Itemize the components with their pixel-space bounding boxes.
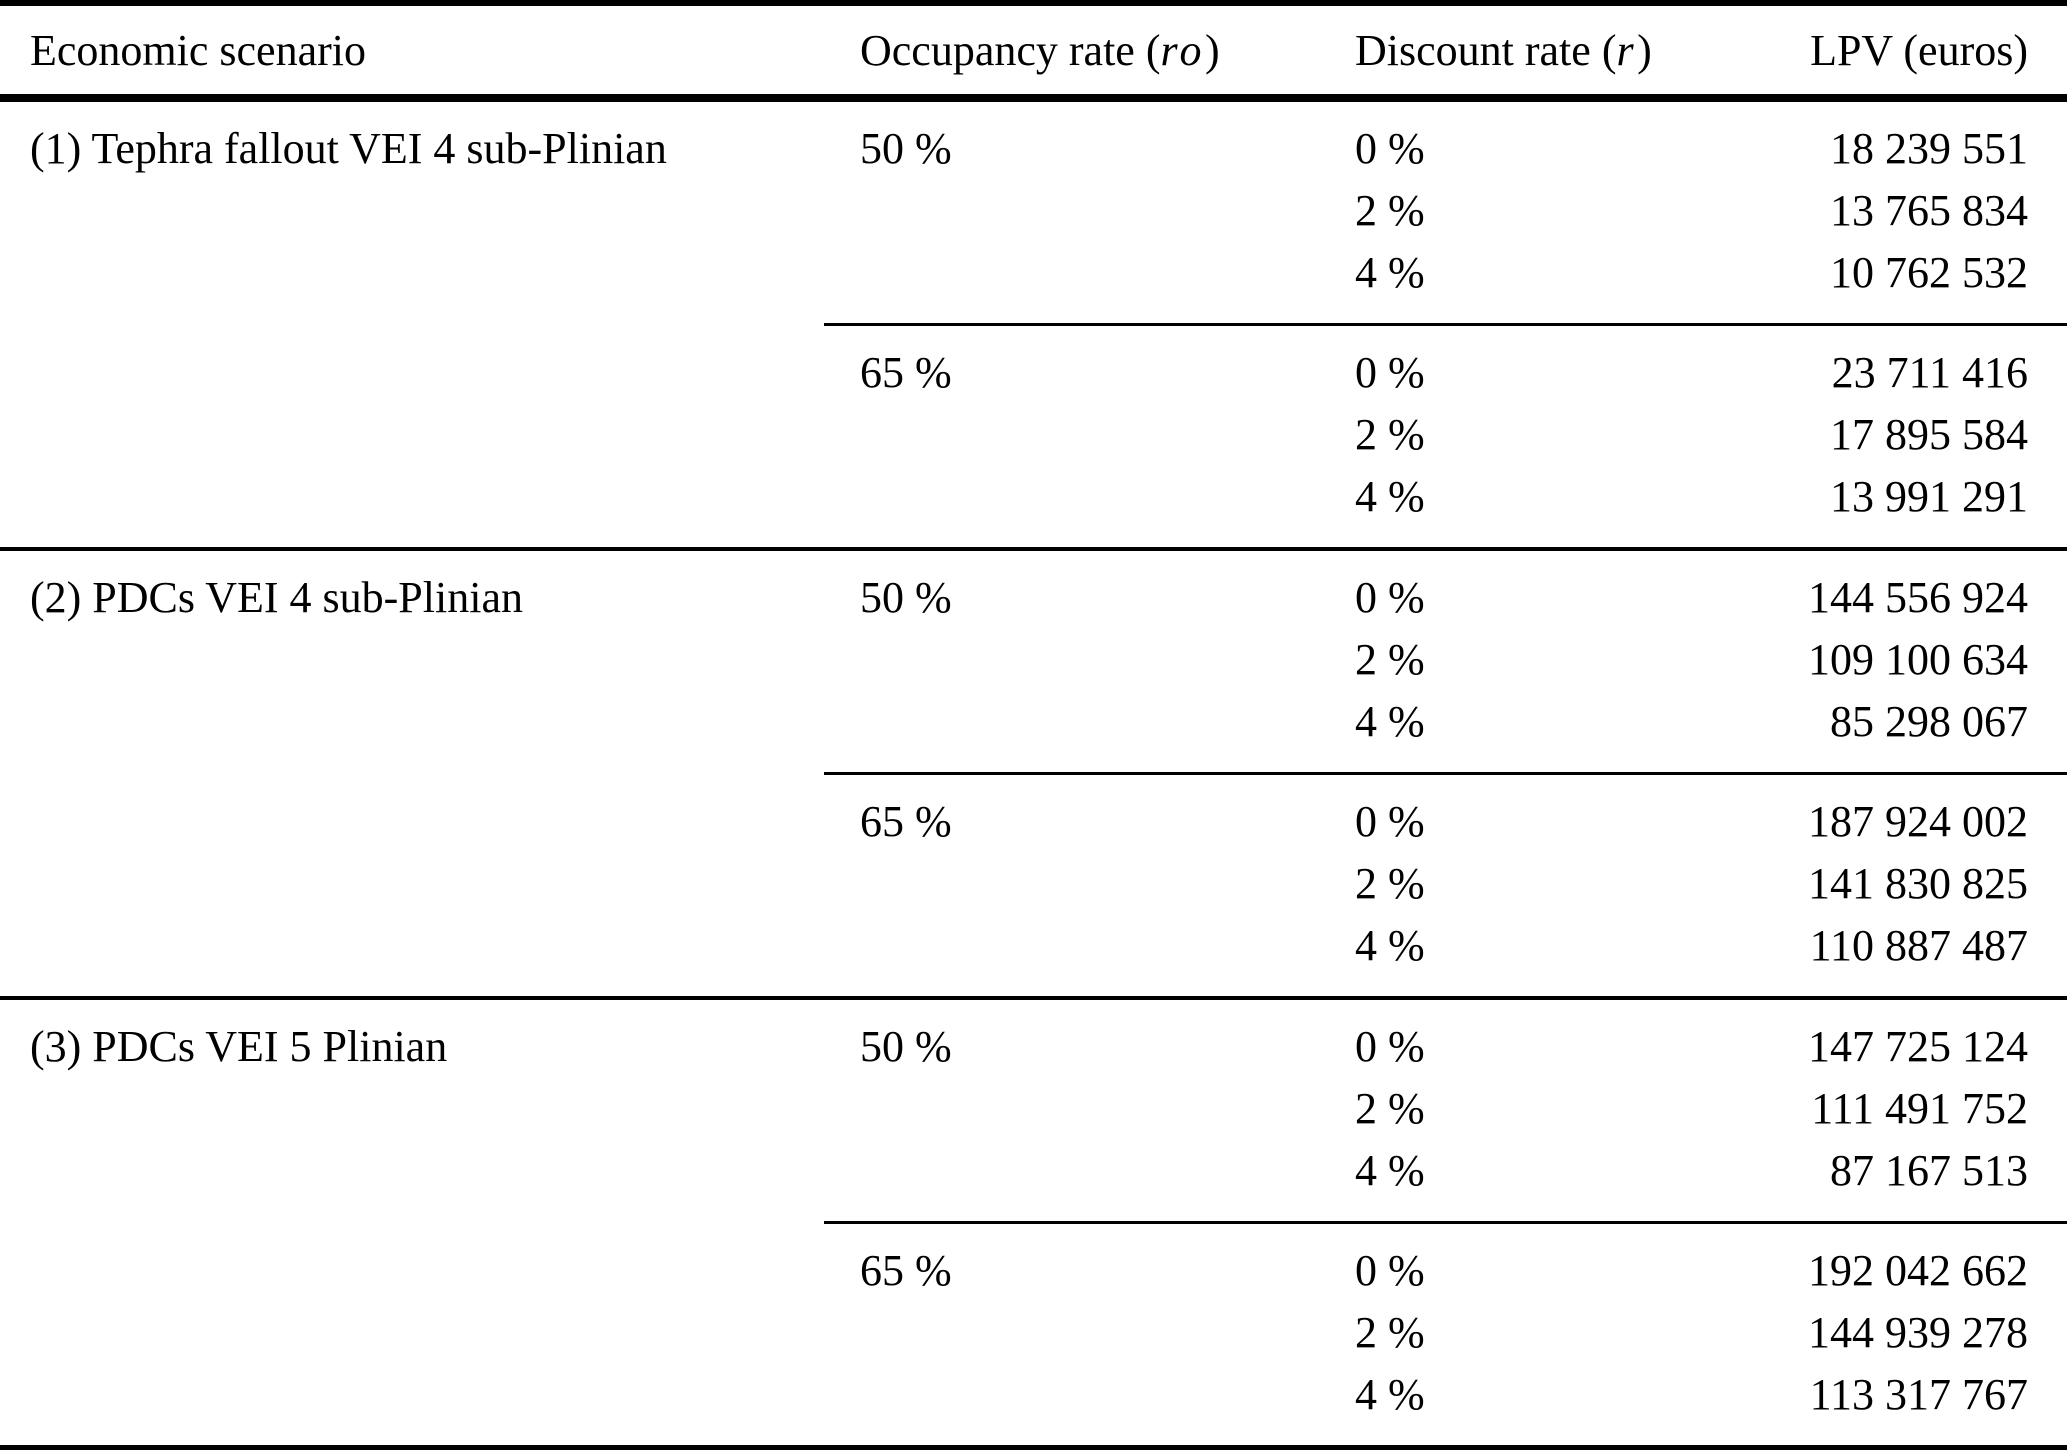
discount-cell: 2 %	[1355, 186, 1425, 235]
scenario-block-2: (2) PDCs VEI 4 sub-Plinian 50 % 0 % 144 …	[0, 547, 2067, 996]
table-row: 4 % 110 887 487	[1350, 915, 2067, 977]
discount-cell: 2 %	[1355, 410, 1425, 459]
group-divider-rule	[824, 772, 2067, 775]
discount-cell: 0 %	[1355, 573, 1425, 622]
lpv-cell: 144 939 278	[1808, 1308, 2028, 1357]
lpv-cell: 17 895 584	[1830, 410, 2028, 459]
group-divider-rule	[824, 1221, 2067, 1224]
lpv-cell: 23 711 416	[1831, 348, 2028, 397]
occupancy-header-text: Occupancy rate (	[860, 25, 1161, 75]
table-row: 2 % 17 895 584	[1350, 404, 2067, 466]
occupancy-symbol: ro	[1160, 25, 1206, 75]
occupancy-cell: 50 %	[860, 573, 952, 622]
table-row: 4 % 10 762 532	[1350, 242, 2067, 304]
discount-cell: 4 %	[1355, 1370, 1425, 1419]
lpv-cell: 187 924 002	[1808, 797, 2028, 846]
group-divider-rule	[824, 323, 2067, 326]
table-row: 2 % 13 765 834	[1350, 180, 2067, 242]
rate-rows: 0 % 23 711 416 2 % 17 895 584 4 % 13 991…	[1350, 342, 2067, 528]
rate-rows: 0 % 187 924 002 2 % 141 830 825 4 % 110 …	[1350, 791, 2067, 977]
table-row: 2 % 144 939 278	[1350, 1302, 2067, 1364]
table-row: 2 % 111 491 752	[1350, 1078, 2067, 1140]
occupancy-group: 65 % 0 % 192 042 662 2 % 144 939 278 4 %…	[0, 1224, 2067, 1445]
lpv-cell: 192 042 662	[1808, 1246, 2028, 1295]
discount-cell: 4 %	[1355, 472, 1425, 521]
table-row: 2 % 141 830 825	[1350, 853, 2067, 915]
scenario-cell: (1) Tephra fallout VEI 4 sub-Plinian	[30, 124, 667, 173]
scenario-block-1: (1) Tephra fallout VEI 4 sub-Plinian 50 …	[0, 98, 2067, 547]
discount-cell: 4 %	[1355, 1146, 1425, 1195]
discount-header-close: )	[1637, 25, 1652, 75]
lpv-cell: 85 298 067	[1830, 697, 2028, 746]
discount-cell: 2 %	[1355, 1084, 1425, 1133]
table-row: 0 % 192 042 662	[1350, 1240, 2067, 1302]
occupancy-group: 65 % 0 % 23 711 416 2 % 17 895 584 4 % 1…	[0, 326, 2067, 547]
scenario-cell: (3) PDCs VEI 5 Plinian	[30, 1022, 448, 1071]
scenario-block-3: (3) PDCs VEI 5 Plinian 50 % 0 % 147 725 …	[0, 996, 2067, 1445]
discount-symbol: r	[1616, 25, 1638, 75]
discount-cell: 0 %	[1355, 1246, 1425, 1295]
discount-cell: 4 %	[1355, 697, 1425, 746]
table-row: 0 % 187 924 002	[1350, 791, 2067, 853]
scenario-cell: (2) PDCs VEI 4 sub-Plinian	[30, 573, 523, 622]
discount-cell: 0 %	[1355, 348, 1425, 397]
discount-cell: 2 %	[1355, 635, 1425, 684]
lpv-cell: 13 991 291	[1830, 472, 2028, 521]
occupancy-cell: 65 %	[860, 1246, 952, 1295]
table-row: 0 % 147 725 124	[1350, 1016, 2067, 1078]
discount-cell: 4 %	[1355, 921, 1425, 970]
occupancy-cell: 50 %	[860, 124, 952, 173]
lpv-cell: 144 556 924	[1808, 573, 2028, 622]
lpv-cell: 87 167 513	[1830, 1146, 2028, 1195]
discount-header-text: Discount rate (	[1355, 25, 1617, 75]
col-header-lpv: LPV (euros)	[1810, 25, 2028, 75]
discount-cell: 0 %	[1355, 124, 1425, 173]
lpv-cell: 113 317 767	[1809, 1370, 2028, 1419]
lpv-cell: 18 239 551	[1830, 124, 2028, 173]
discount-cell: 4 %	[1355, 248, 1425, 297]
discount-cell: 0 %	[1355, 1022, 1425, 1071]
lpv-cell: 13 765 834	[1830, 186, 2028, 235]
lpv-cell: 109 100 634	[1808, 635, 2028, 684]
table-header-row: Economic scenario Occupancy rate (ro) Di…	[0, 6, 2067, 98]
occupancy-cell: 65 %	[860, 348, 952, 397]
table-row: 0 % 18 239 551	[1350, 118, 2067, 180]
occupancy-group: (3) PDCs VEI 5 Plinian 50 % 0 % 147 725 …	[0, 1000, 2067, 1221]
rate-rows: 0 % 192 042 662 2 % 144 939 278 4 % 113 …	[1350, 1240, 2067, 1426]
lpv-cell: 10 762 532	[1830, 248, 2028, 297]
col-header-occupancy-rate: Occupancy rate (ro)	[824, 25, 1350, 76]
occupancy-header-close: )	[1205, 25, 1220, 75]
col-header-economic-scenario: Economic scenario	[30, 25, 366, 75]
table-row: 4 % 85 298 067	[1350, 691, 2067, 753]
occupancy-group: (2) PDCs VEI 4 sub-Plinian 50 % 0 % 144 …	[0, 551, 2067, 772]
rate-rows: 0 % 18 239 551 2 % 13 765 834 4 % 10 762…	[1350, 118, 2067, 304]
table-row: 4 % 13 991 291	[1350, 466, 2067, 528]
occupancy-group: (1) Tephra fallout VEI 4 sub-Plinian 50 …	[0, 102, 2067, 323]
discount-cell: 0 %	[1355, 797, 1425, 846]
discount-cell: 2 %	[1355, 1308, 1425, 1357]
rate-rows: 0 % 144 556 924 2 % 109 100 634 4 % 85 2…	[1350, 567, 2067, 753]
occupancy-cell: 50 %	[860, 1022, 952, 1071]
rate-rows: 0 % 147 725 124 2 % 111 491 752 4 % 87 1…	[1350, 1016, 2067, 1202]
occupancy-group: 65 % 0 % 187 924 002 2 % 141 830 825 4 %…	[0, 775, 2067, 996]
col-header-discount-rate: Discount rate (r)	[1350, 25, 1754, 76]
table-row: 0 % 23 711 416	[1350, 342, 2067, 404]
lpv-cell: 147 725 124	[1808, 1022, 2028, 1071]
lpv-cell: 110 887 487	[1809, 921, 2028, 970]
table-row: 4 % 113 317 767	[1350, 1364, 2067, 1426]
occupancy-cell: 65 %	[860, 797, 952, 846]
table-row: 0 % 144 556 924	[1350, 567, 2067, 629]
table-row: 4 % 87 167 513	[1350, 1140, 2067, 1202]
table-row: 2 % 109 100 634	[1350, 629, 2067, 691]
discount-cell: 2 %	[1355, 859, 1425, 908]
lpv-cell: 111 491 752	[1811, 1084, 2028, 1133]
lpv-cell: 141 830 825	[1808, 859, 2028, 908]
